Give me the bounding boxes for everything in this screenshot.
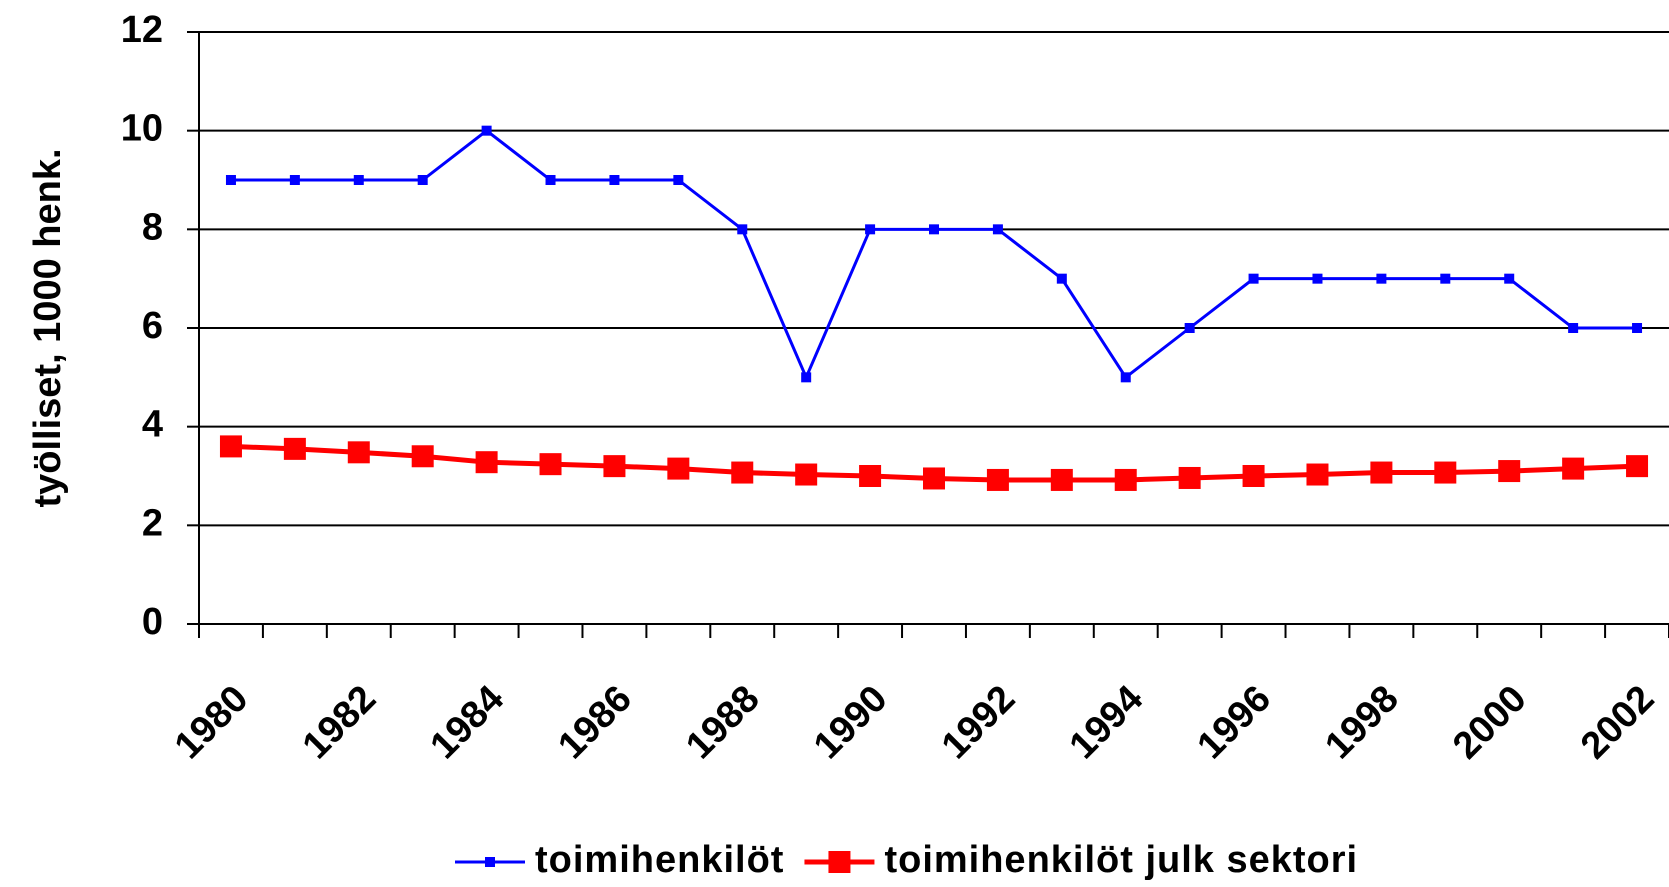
marker: [1440, 273, 1451, 284]
marker: [219, 435, 242, 458]
marker: [481, 125, 492, 136]
y-tick-label: 0: [142, 601, 163, 643]
marker: [795, 463, 818, 486]
marker: [1632, 323, 1643, 333]
marker: [609, 175, 620, 185]
x-tick-label: 1992: [934, 678, 1023, 767]
y-axis-label: työlliset, 1000 henk.: [27, 148, 69, 507]
marker: [801, 372, 812, 383]
marker: [923, 467, 945, 490]
marker: [545, 175, 556, 185]
marker: [289, 175, 300, 185]
marker: [1178, 466, 1201, 489]
y-tick-label: 10: [121, 108, 163, 150]
x-tick-label: 1996: [1190, 678, 1279, 767]
marker: [1242, 465, 1265, 487]
marker: [1114, 468, 1137, 491]
marker: [1370, 461, 1393, 484]
marker: [1184, 323, 1195, 333]
x-tick-label: 1994: [1062, 678, 1151, 767]
marker: [731, 461, 754, 484]
marker: [603, 455, 626, 478]
x-tick-label: 1990: [806, 678, 895, 767]
marker: [859, 465, 882, 487]
x-tick-label: 1984: [423, 678, 512, 767]
marker: [347, 441, 370, 464]
y-tick-label: 6: [142, 305, 163, 347]
marker: [225, 175, 236, 185]
marker: [1248, 273, 1259, 284]
marker: [992, 224, 1003, 235]
legend-label: toimihenkilöt: [535, 839, 784, 881]
x-tick-label: 1988: [678, 678, 767, 767]
marker: [1306, 463, 1329, 486]
marker: [475, 451, 498, 474]
marker: [283, 437, 306, 460]
marker: [1056, 273, 1067, 284]
marker: [411, 445, 434, 468]
series-line: [230, 128, 1638, 382]
marker: [1434, 461, 1457, 484]
marker: [737, 224, 748, 235]
legend-label: toimihenkilöt julk sektori: [884, 839, 1358, 881]
marker: [417, 175, 428, 185]
marker: [1312, 273, 1323, 284]
y-tick-label: 2: [142, 502, 163, 544]
y-tick-label: 12: [121, 9, 163, 51]
marker: [353, 175, 364, 185]
marker: [1568, 323, 1579, 333]
marker: [673, 175, 684, 185]
x-tick-label: 1980: [167, 678, 256, 767]
marker: [1120, 372, 1131, 383]
y-tick-label: 4: [142, 404, 163, 446]
x-tick-label: 2002: [1573, 678, 1662, 767]
marker: [929, 224, 939, 235]
y-tick-label: 8: [142, 206, 163, 248]
marker: [865, 224, 876, 235]
marker: [667, 457, 690, 480]
marker: [1050, 468, 1073, 491]
x-tick-label: 1998: [1317, 678, 1406, 767]
marker: [1626, 455, 1649, 478]
marker: [986, 468, 1009, 491]
x-tick-label: 1986: [550, 678, 639, 767]
marker: [1562, 457, 1585, 480]
marker: [1376, 273, 1387, 284]
x-tick-label: 1982: [295, 678, 384, 767]
marker: [1504, 273, 1515, 284]
x-tick-label: 2000: [1445, 678, 1534, 767]
legend-marker: [828, 851, 851, 873]
marker: [539, 453, 562, 476]
marker: [1498, 460, 1521, 483]
legend-marker: [485, 857, 495, 867]
